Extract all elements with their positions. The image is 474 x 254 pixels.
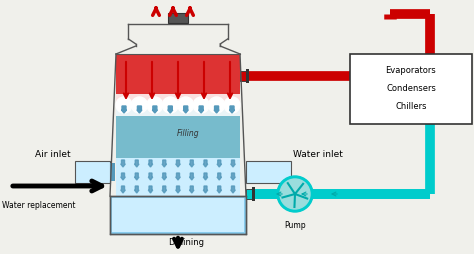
Bar xyxy=(110,163,115,181)
Bar xyxy=(112,198,244,232)
Bar xyxy=(116,55,240,108)
Text: Evaporators: Evaporators xyxy=(386,66,437,75)
Circle shape xyxy=(209,98,225,114)
FancyArrow shape xyxy=(148,186,153,193)
FancyArrow shape xyxy=(203,160,208,167)
Bar xyxy=(350,55,472,124)
FancyArrow shape xyxy=(137,107,142,114)
Bar xyxy=(168,14,188,24)
Text: Water replacement: Water replacement xyxy=(2,200,75,209)
Text: Air inlet: Air inlet xyxy=(35,149,71,158)
FancyArrow shape xyxy=(183,107,188,114)
Circle shape xyxy=(178,98,194,114)
Bar xyxy=(252,187,255,201)
FancyArrow shape xyxy=(162,160,166,167)
Text: Chillers: Chillers xyxy=(395,102,427,111)
FancyArrow shape xyxy=(176,186,180,193)
Bar xyxy=(246,70,249,84)
Circle shape xyxy=(224,98,240,114)
FancyArrow shape xyxy=(162,186,166,193)
Bar xyxy=(246,161,291,183)
FancyArrow shape xyxy=(217,173,221,180)
Bar xyxy=(110,196,246,234)
FancyArrow shape xyxy=(176,160,180,167)
FancyArrow shape xyxy=(190,173,194,180)
Circle shape xyxy=(193,98,209,114)
Text: Water inlet: Water inlet xyxy=(293,149,343,158)
FancyArrow shape xyxy=(214,107,219,114)
Bar xyxy=(116,158,240,196)
FancyArrow shape xyxy=(190,186,194,193)
FancyArrow shape xyxy=(162,173,166,180)
FancyArrow shape xyxy=(231,173,235,180)
FancyArrow shape xyxy=(121,160,125,167)
Circle shape xyxy=(280,179,310,209)
FancyArrow shape xyxy=(148,173,153,180)
Bar xyxy=(75,161,110,183)
Bar xyxy=(116,95,240,117)
Text: Pump: Pump xyxy=(284,220,306,229)
FancyArrow shape xyxy=(152,107,157,114)
Circle shape xyxy=(116,98,132,114)
FancyArrow shape xyxy=(203,186,208,193)
Circle shape xyxy=(131,98,147,114)
Circle shape xyxy=(277,176,313,212)
FancyArrow shape xyxy=(168,107,173,114)
FancyArrow shape xyxy=(121,107,127,114)
FancyArrow shape xyxy=(231,160,235,167)
Circle shape xyxy=(162,98,178,114)
Circle shape xyxy=(147,98,163,114)
FancyArrow shape xyxy=(121,173,125,180)
FancyArrow shape xyxy=(217,186,221,193)
FancyArrow shape xyxy=(176,173,180,180)
FancyArrow shape xyxy=(121,186,125,193)
FancyArrow shape xyxy=(148,160,153,167)
Bar xyxy=(240,72,248,82)
FancyArrow shape xyxy=(199,107,204,114)
FancyArrow shape xyxy=(229,107,235,114)
FancyArrow shape xyxy=(231,186,235,193)
FancyArrow shape xyxy=(135,186,139,193)
FancyArrow shape xyxy=(217,160,221,167)
Text: Condensers: Condensers xyxy=(386,84,436,93)
FancyArrow shape xyxy=(190,160,194,167)
Bar xyxy=(116,108,240,158)
Text: Filling: Filling xyxy=(177,129,199,138)
FancyArrow shape xyxy=(135,173,139,180)
Text: Draining: Draining xyxy=(168,237,204,246)
FancyArrow shape xyxy=(135,160,139,167)
FancyArrow shape xyxy=(203,173,208,180)
Bar xyxy=(246,189,254,199)
